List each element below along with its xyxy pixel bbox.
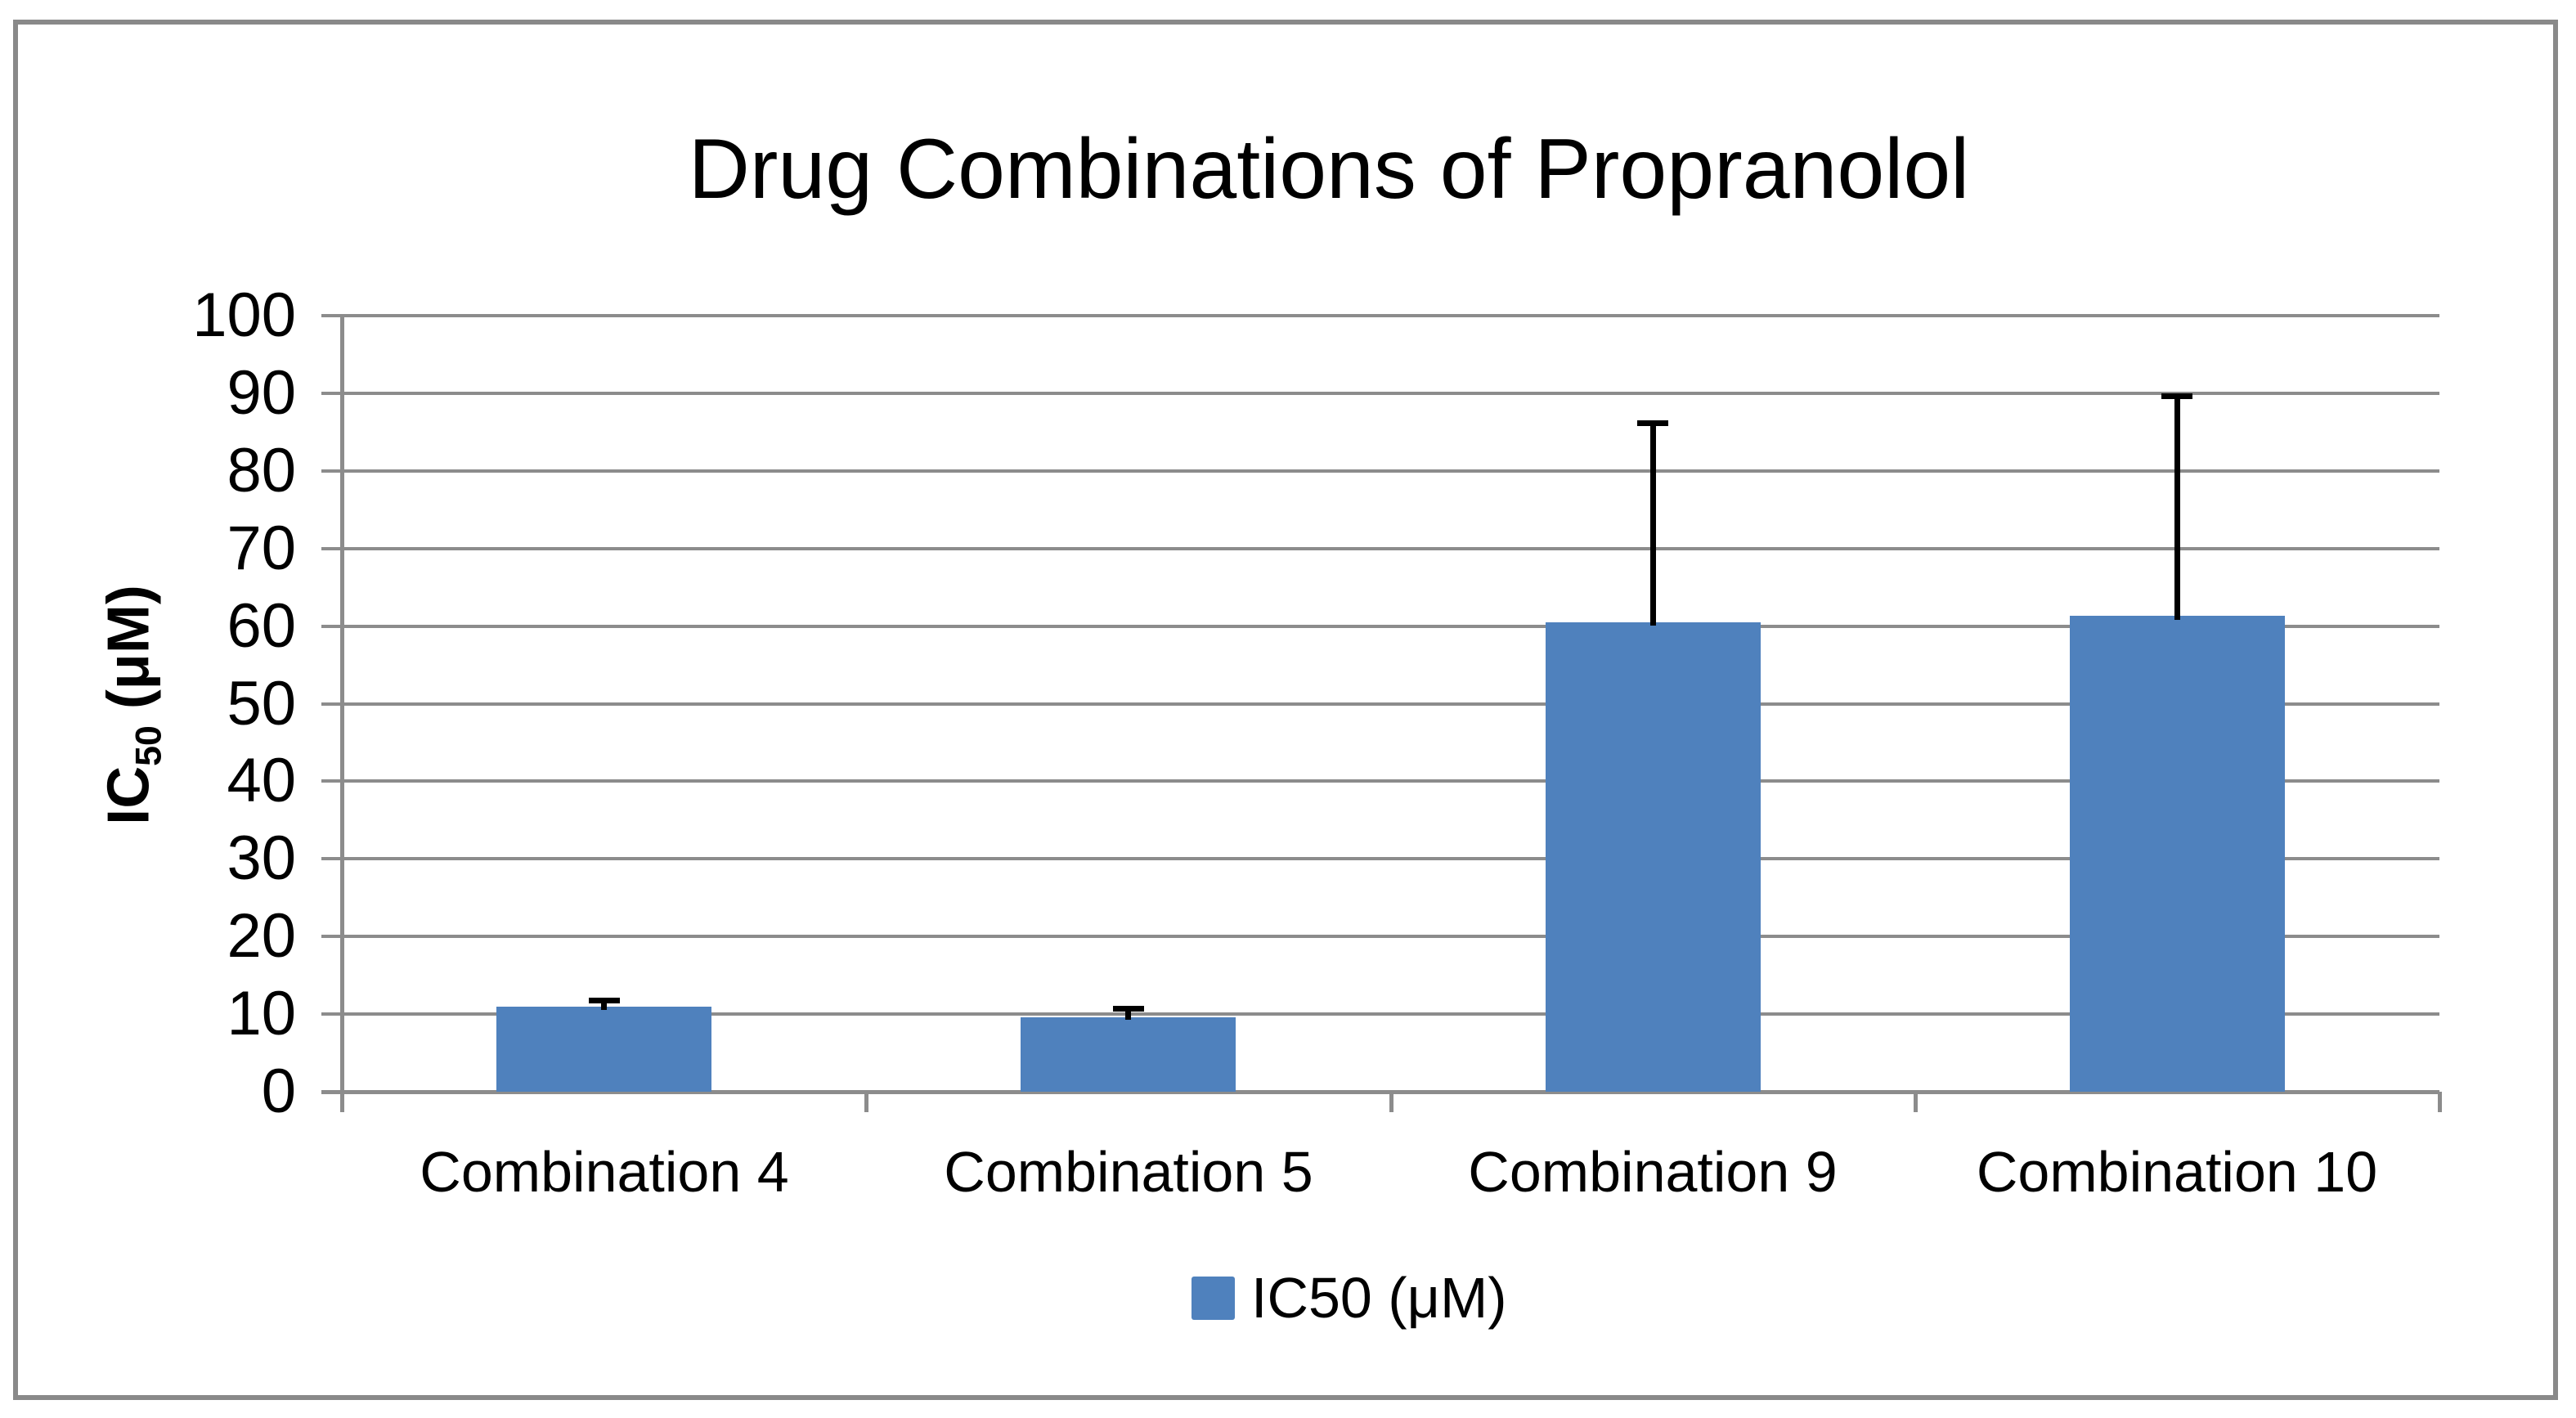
y-tick-label: 0 [261, 1057, 296, 1126]
error-bar-cap-combination-5 [1113, 1006, 1144, 1012]
y-axis-tick [321, 547, 342, 550]
error-bar-stem-combination-9 [1650, 424, 1656, 626]
y-tick-label: 100 [192, 280, 296, 350]
gridline [342, 469, 2439, 473]
y-tick-label: 60 [227, 591, 296, 661]
x-axis-label-combination-4: Combination 4 [420, 1140, 789, 1204]
y-axis-line [340, 316, 344, 1112]
y-tick-label: 90 [227, 358, 296, 428]
y-axis-tick [321, 857, 342, 860]
x-axis-tick [1914, 1092, 1918, 1112]
legend: IC50 (μM) [1192, 1269, 1507, 1326]
y-axis-tick [321, 935, 342, 938]
legend-label: IC50 (μM) [1251, 1266, 1507, 1330]
gridline [342, 702, 2439, 706]
x-axis-label-combination-5: Combination 5 [944, 1140, 1313, 1204]
gridline [342, 1012, 2439, 1016]
error-bar-stem-combination-4 [601, 1001, 607, 1010]
x-axis-label-combination-9: Combination 9 [1468, 1140, 1838, 1204]
y-tick-label: 80 [227, 436, 296, 505]
bar-combination-5 [1021, 1017, 1236, 1092]
bar-combination-10 [2070, 616, 2285, 1092]
y-tick-label: 70 [227, 514, 296, 583]
x-axis-tick [2438, 1092, 2442, 1112]
y-axis-tick [321, 779, 342, 783]
y-tick-label: 50 [227, 669, 296, 738]
gridline [342, 779, 2439, 783]
gridline [342, 857, 2439, 860]
gridline [342, 547, 2439, 550]
gridline [342, 392, 2439, 395]
y-axis-tick [321, 314, 342, 317]
y-axis-tick [321, 702, 342, 706]
y-axis-tick [321, 469, 342, 473]
error-bar-stem-combination-10 [2174, 397, 2180, 620]
chart-title: Drug Combinations of Propranolol [688, 122, 1970, 217]
y-axis-tick [321, 625, 342, 628]
y-tick-label: 20 [227, 901, 296, 971]
x-axis-tick [1389, 1092, 1393, 1112]
y-tick-label: 30 [227, 823, 296, 893]
x-axis-line [321, 1090, 2439, 1094]
y-tick-label: 40 [227, 746, 296, 815]
y-tick-label: 10 [227, 979, 296, 1048]
y-axis-tick [321, 1012, 342, 1016]
gridline [342, 314, 2439, 317]
y-axis-tick [321, 392, 342, 395]
legend-color-swatch [1192, 1276, 1235, 1320]
gridline [342, 935, 2439, 938]
chart-border [13, 20, 2558, 1400]
bar-combination-9 [1546, 622, 1761, 1092]
x-axis-tick [864, 1092, 868, 1112]
error-bar-cap-combination-10 [2161, 393, 2192, 399]
x-axis-tick [340, 1092, 344, 1112]
error-bar-cap-combination-9 [1637, 420, 1668, 426]
x-axis-label-combination-10: Combination 10 [1976, 1140, 2378, 1204]
gridline [342, 625, 2439, 628]
error-bar-stem-combination-5 [1125, 1008, 1131, 1020]
error-bar-cap-combination-4 [589, 998, 620, 1003]
bar-combination-4 [496, 1007, 711, 1092]
